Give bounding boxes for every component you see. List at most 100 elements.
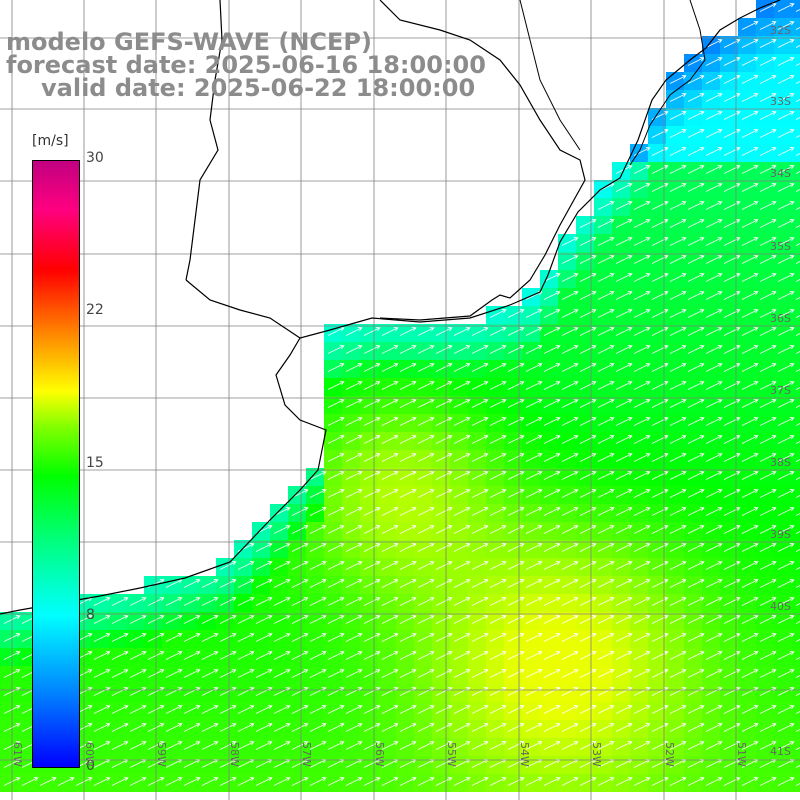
- wind-arrow: [453, 741, 471, 750]
- wind-arrow: [381, 417, 399, 426]
- wind-arrow: [129, 633, 147, 642]
- wind-arrow: [777, 489, 795, 498]
- wind-arrow: [489, 723, 507, 732]
- wind-arrow: [795, 171, 800, 174]
- wind-arrow: [381, 741, 399, 750]
- wind-arrow: [435, 453, 453, 462]
- wind-arrow: [309, 543, 327, 552]
- wind-arrow: [471, 561, 489, 570]
- field-cell: [792, 144, 800, 162]
- wind-arrow: [687, 219, 705, 228]
- wind-arrow: [669, 705, 687, 714]
- wind-arrow: [381, 579, 399, 588]
- wind-arrow: [435, 633, 453, 642]
- wind-arrow: [633, 363, 651, 372]
- field-cell: [792, 72, 800, 90]
- wind-arrow: [561, 309, 579, 318]
- wind-arrow: [453, 507, 471, 516]
- wind-arrow: [795, 765, 800, 768]
- wind-arrow: [687, 417, 705, 426]
- wind-arrow: [345, 363, 363, 372]
- wind-arrow: [759, 435, 777, 444]
- wind-arrow: [615, 705, 633, 714]
- field-cell: [792, 234, 800, 252]
- wind-arrow: [417, 651, 435, 660]
- wind-arrow: [597, 237, 615, 246]
- wind-arrow: [201, 651, 219, 660]
- wind-arrow: [705, 741, 723, 750]
- wind-arrow: [723, 219, 741, 228]
- wind-arrow: [741, 507, 759, 516]
- wind-arrow: [255, 741, 273, 750]
- wind-arrow: [669, 327, 687, 336]
- wind-arrow: [633, 327, 651, 336]
- wind-arrow: [543, 489, 561, 498]
- wind-arrow: [291, 669, 309, 678]
- wind-arrow: [579, 345, 597, 354]
- wind-arrow: [795, 261, 800, 264]
- wind-arrow: [759, 111, 777, 120]
- wind-arrow: [795, 603, 800, 606]
- wind-arrow: [345, 417, 363, 426]
- wind-arrow: [759, 183, 777, 192]
- wind-arrow: [705, 273, 723, 282]
- wind-arrow: [471, 615, 489, 624]
- wind-arrow: [507, 507, 525, 516]
- uruguay-river-border: [185, 0, 223, 281]
- wind-arrow: [471, 543, 489, 552]
- wind-arrow: [795, 351, 800, 354]
- field-cell: [792, 756, 800, 774]
- wind-arrow: [795, 477, 800, 480]
- field-cell: [792, 540, 800, 558]
- wind-arrow: [381, 633, 399, 642]
- wind-arrow: [255, 669, 273, 678]
- wind-arrow: [651, 273, 669, 282]
- lat-label-36s: 36S: [770, 312, 791, 325]
- wind-arrow: [525, 723, 543, 732]
- wind-arrow: [507, 309, 525, 318]
- wind-arrow: [687, 579, 705, 588]
- wind-arrow: [345, 435, 363, 444]
- wind-arrow: [543, 561, 561, 570]
- wind-arrow: [723, 543, 741, 552]
- wind-arrow: [741, 219, 759, 228]
- wind-arrow: [759, 273, 777, 282]
- wind-arrow: [741, 651, 759, 660]
- wind-arrow: [579, 597, 597, 606]
- wind-arrow: [579, 453, 597, 462]
- wind-arrow: [453, 597, 471, 606]
- wind-arrow: [471, 597, 489, 606]
- wind-arrow: [489, 453, 507, 462]
- wind-arrow: [327, 507, 345, 516]
- wind-arrow: [561, 669, 579, 678]
- wind-arrow: [345, 615, 363, 624]
- wind-arrow: [579, 417, 597, 426]
- wind-arrow: [579, 237, 597, 246]
- field-cell: [792, 396, 800, 414]
- wind-arrow: [273, 705, 291, 714]
- wind-arrow: [687, 111, 705, 120]
- wind-arrow: [165, 597, 183, 606]
- wind-arrow: [633, 219, 651, 228]
- wind-arrow: [417, 507, 435, 516]
- wind-arrow: [687, 615, 705, 624]
- wind-arrow: [399, 435, 417, 444]
- wind-arrow: [165, 777, 183, 786]
- field-cell: [792, 126, 800, 144]
- wind-arrow: [723, 723, 741, 732]
- wind-arrow: [417, 471, 435, 480]
- wind-arrow: [489, 507, 507, 516]
- wind-arrow: [273, 525, 291, 534]
- wind-arrow: [219, 615, 237, 624]
- lat-label-35s: 35S: [770, 240, 791, 253]
- wind-arrow: [597, 579, 615, 588]
- wind-arrow: [579, 525, 597, 534]
- wind-arrow: [705, 507, 723, 516]
- wind-arrow: [471, 507, 489, 516]
- wind-arrow: [615, 417, 633, 426]
- wind-arrow: [597, 417, 615, 426]
- wind-arrow: [561, 417, 579, 426]
- wind-arrow: [93, 741, 111, 750]
- wind-arrow: [489, 327, 507, 336]
- wind-arrow: [507, 489, 525, 498]
